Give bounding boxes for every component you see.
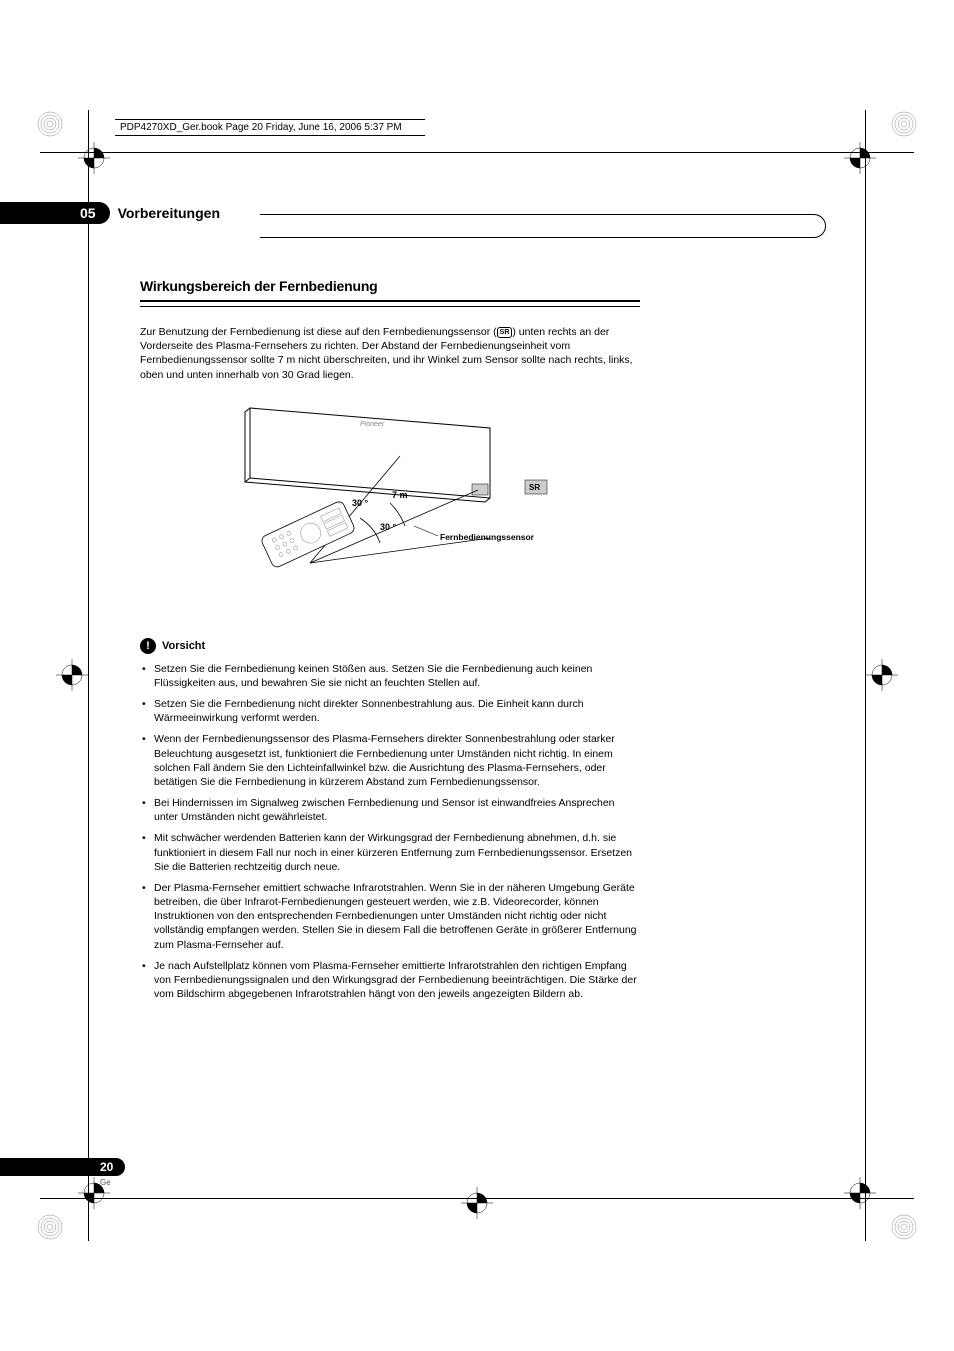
crosshair-icon bbox=[862, 655, 902, 695]
page: PDP4270XD_Ger.book Page 20 Friday, June … bbox=[0, 0, 954, 1351]
section-title: Wirkungsbereich der Fernbedienung bbox=[140, 278, 640, 302]
diagram-angle2: 30 ° bbox=[380, 522, 397, 532]
section-rule bbox=[140, 304, 640, 307]
header-rule bbox=[115, 135, 425, 136]
page-language: Ge bbox=[100, 1178, 125, 1187]
page-footer: 20 Ge bbox=[0, 1158, 125, 1187]
sr-icon: SR bbox=[497, 327, 513, 338]
diagram-angle1: 30 ° bbox=[352, 498, 369, 508]
print-mark-icon bbox=[884, 104, 924, 144]
caution-list: Setzen Sie die Fernbedienung keinen Stöß… bbox=[140, 662, 640, 1002]
caution-label: Vorsicht bbox=[162, 640, 205, 652]
caution-icon: ! bbox=[140, 638, 156, 654]
crosshair-icon bbox=[830, 128, 890, 188]
page-number: 20 bbox=[0, 1158, 125, 1176]
frame-line bbox=[40, 1198, 914, 1199]
remote-range-diagram: Pioneer SR 30 ° 7 m bbox=[200, 398, 580, 608]
frame-line bbox=[88, 110, 89, 1241]
list-item: Je nach Aufstellplatz können vom Plasma-… bbox=[140, 959, 640, 1002]
caution-heading: ! Vorsicht bbox=[140, 638, 640, 654]
crosshair-icon bbox=[830, 1163, 890, 1223]
list-item: Setzen Sie die Fernbedienung keinen Stöß… bbox=[140, 662, 640, 690]
list-item: Bei Hindernissen im Signalweg zwischen F… bbox=[140, 796, 640, 824]
chapter-rule bbox=[260, 214, 826, 238]
frame-line bbox=[40, 152, 914, 153]
list-item: Mit schwächer werdenden Batterien kann d… bbox=[140, 831, 640, 874]
svg-text:Pioneer: Pioneer bbox=[360, 421, 385, 428]
header-rule bbox=[115, 119, 425, 120]
crosshair-icon bbox=[457, 1183, 497, 1223]
crosshair-icon bbox=[52, 655, 92, 695]
frame-line bbox=[865, 110, 866, 1241]
chapter-title: Vorbereitungen bbox=[118, 205, 220, 221]
diagram-sensor-label: Fernbedienungssensor bbox=[440, 532, 535, 542]
intro-part1: Zur Benutzung der Fernbedienung ist dies… bbox=[140, 326, 497, 338]
crosshair-icon bbox=[64, 128, 124, 188]
content-area: Wirkungsbereich der Fernbedienung Zur Be… bbox=[140, 278, 640, 1008]
header-book-info: PDP4270XD_Ger.book Page 20 Friday, June … bbox=[120, 122, 402, 133]
print-mark-icon bbox=[884, 1207, 924, 1247]
chapter-number: 05 bbox=[0, 202, 110, 224]
svg-text:SR: SR bbox=[529, 483, 540, 492]
intro-text: Zur Benutzung der Fernbedienung ist dies… bbox=[140, 325, 640, 382]
list-item: Der Plasma-Fernseher emittiert schwache … bbox=[140, 881, 640, 952]
list-item: Setzen Sie die Fernbedienung nicht direk… bbox=[140, 697, 640, 725]
chapter-header: 05 Vorbereitungen bbox=[0, 202, 220, 224]
list-item: Wenn der Fernbedienungssensor des Plasma… bbox=[140, 732, 640, 789]
diagram-distance: 7 m bbox=[392, 490, 408, 500]
